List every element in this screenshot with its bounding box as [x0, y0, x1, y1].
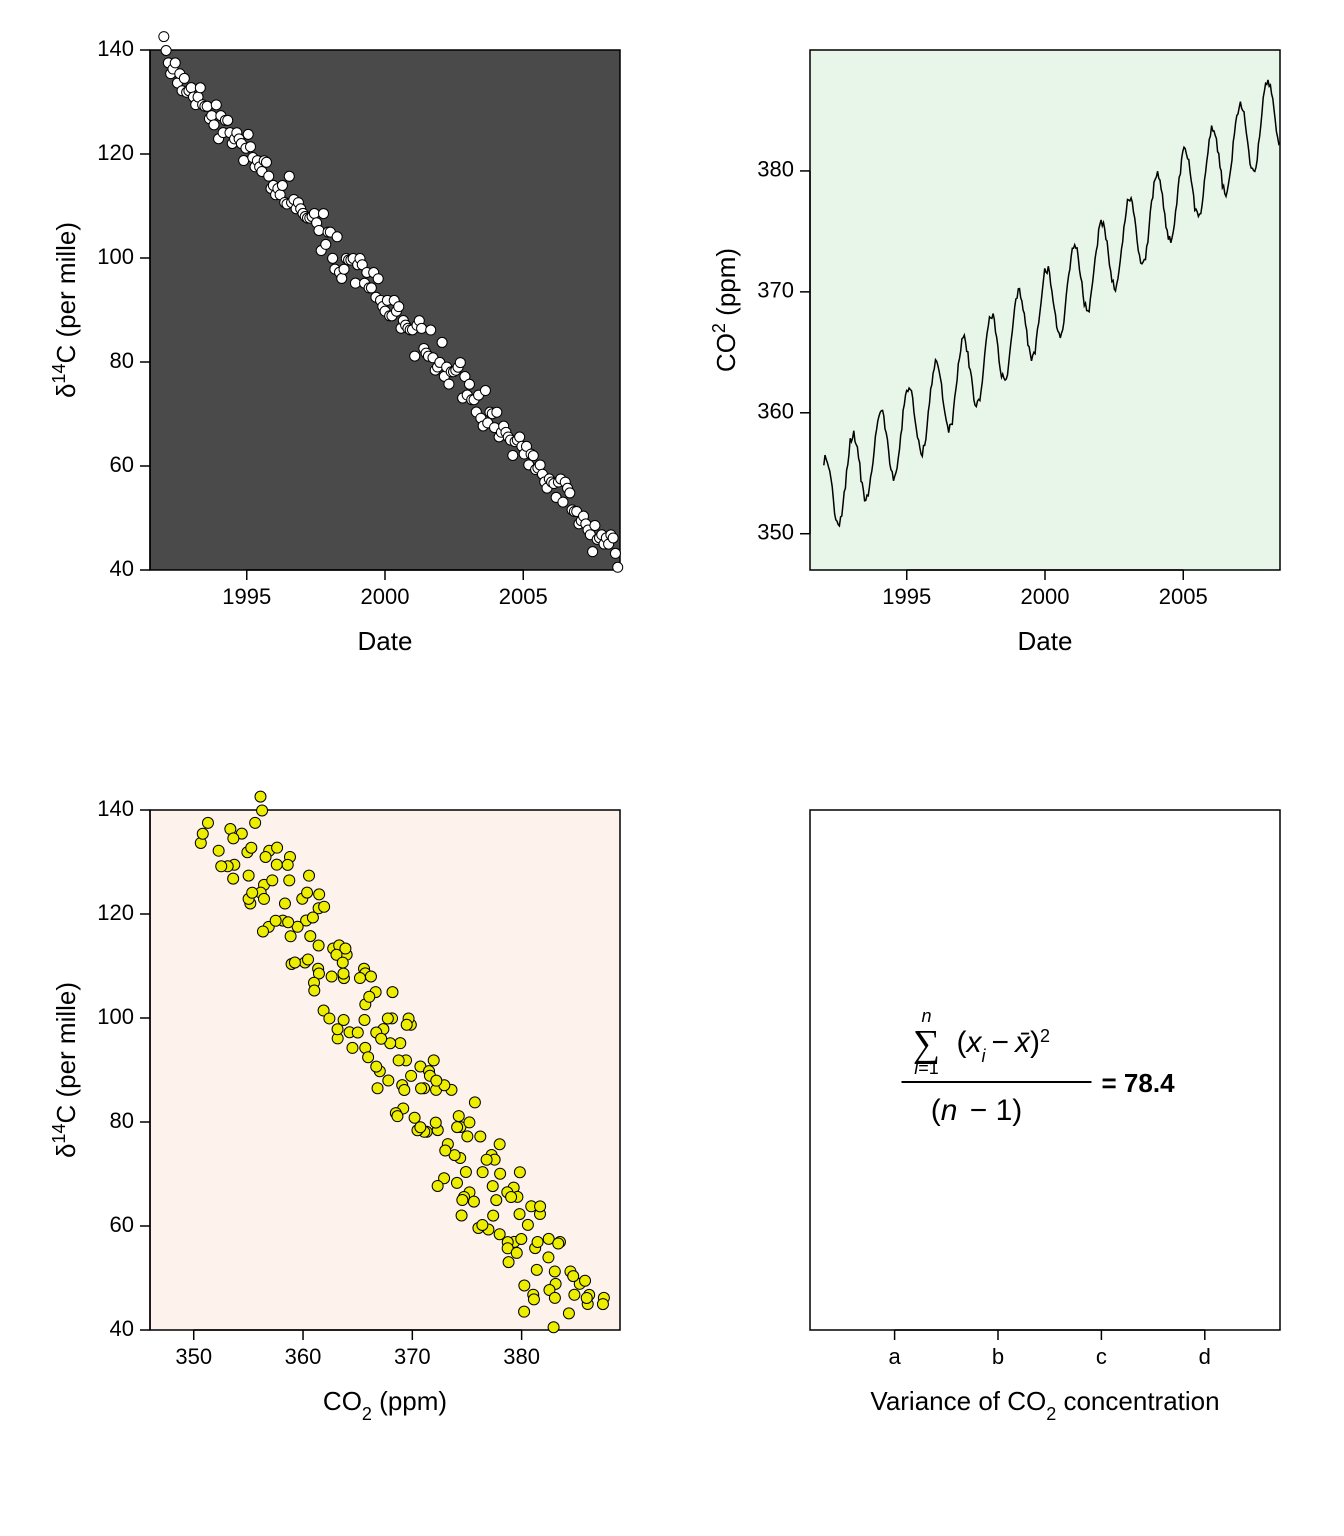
svg-text:CO2 (ppm): CO2 (ppm): [323, 1386, 447, 1424]
svg-text:CO2 (ppm): CO2 (ppm): [709, 248, 741, 372]
svg-text:370: 370: [394, 1344, 431, 1369]
svg-text:380: 380: [503, 1344, 540, 1369]
svg-text:40: 40: [110, 556, 134, 581]
svg-text:2000: 2000: [1021, 584, 1070, 609]
svg-text:a: a: [888, 1344, 901, 1369]
svg-text:b: b: [992, 1344, 1004, 1369]
svg-text:c: c: [1096, 1344, 1107, 1369]
svg-text:120: 120: [97, 900, 134, 925]
svg-text:Variance of CO2 concentration: Variance of CO2 concentration: [870, 1386, 1219, 1424]
svg-text:360: 360: [285, 1344, 322, 1369]
svg-text:100: 100: [97, 1004, 134, 1029]
svg-text:Date: Date: [1018, 626, 1073, 656]
svg-text:Date: Date: [358, 626, 413, 656]
panel-co2-vs-date: 350 360 370 380 1995 2000 2005 Date CO2 (ppm): [700, 20, 1320, 720]
svg-text:2000: 2000: [361, 584, 410, 609]
svg-text:δ14C (per mille): δ14C (per mille): [49, 222, 81, 398]
svg-text:120: 120: [97, 140, 134, 165]
svg-text:n: n: [921, 1006, 931, 1026]
svg-text:100: 100: [97, 244, 134, 269]
svg-text:2005: 2005: [1159, 584, 1208, 609]
panel-variance-formula: abcdVariance of CO2 concentration∑ni=1(x…: [700, 780, 1320, 1480]
svg-text:40: 40: [110, 1316, 134, 1341]
svg-text:80: 80: [110, 348, 134, 373]
svg-text:350: 350: [757, 520, 794, 545]
svg-text:360: 360: [757, 399, 794, 424]
svg-text:60: 60: [110, 452, 134, 477]
svg-text:380: 380: [757, 157, 794, 182]
svg-text:60: 60: [110, 1212, 134, 1237]
svg-text:d: d: [1199, 1344, 1211, 1369]
svg-text:1995: 1995: [882, 584, 931, 609]
svg-text:80: 80: [110, 1108, 134, 1133]
svg-text:2005: 2005: [499, 584, 548, 609]
svg-text:140: 140: [97, 796, 134, 821]
panel-d14c-vs-co2: 40 60 80 100 120 140 350 360 370 380 CO2 (ppm) δ14C…: [40, 780, 660, 1480]
svg-text:i=1: i=1: [914, 1058, 939, 1078]
svg-text:370: 370: [757, 278, 794, 303]
svg-text:= 78.4: = 78.4: [1102, 1068, 1176, 1098]
svg-text:δ14C (per mille): δ14C (per mille): [49, 982, 81, 1158]
svg-text:350: 350: [175, 1344, 212, 1369]
svg-text:140: 140: [97, 36, 134, 61]
svg-text:(n − 1): (n − 1): [931, 1094, 1023, 1127]
svg-text:1995: 1995: [222, 584, 271, 609]
panel-d14c-vs-date: 40 60 80 100 120 140 1995 2000 2005 Date δ14C (per…: [40, 20, 660, 720]
